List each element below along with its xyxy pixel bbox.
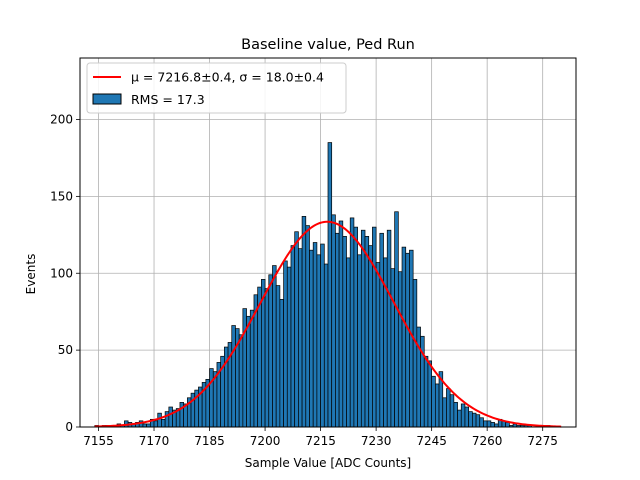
histogram-bar: [264, 288, 270, 428]
histogram-bar: [238, 334, 244, 428]
histogram-bar: [434, 383, 440, 428]
histogram-bar: [446, 388, 451, 428]
histogram-bar: [338, 220, 344, 428]
histogram-bar: [164, 411, 170, 428]
histogram-bar: [486, 420, 492, 428]
histogram-bar: [375, 262, 381, 428]
histogram-bar: [294, 231, 299, 428]
histogram-bar: [209, 368, 214, 428]
x-tick-label: 7260: [472, 434, 503, 448]
histogram-bar: [346, 257, 351, 428]
histogram-bar: [316, 254, 321, 428]
histogram-bar: [401, 246, 407, 428]
histogram-bar: [153, 420, 159, 428]
histogram-bar: [460, 403, 466, 428]
histogram-bar: [283, 260, 288, 428]
histogram-bar: [327, 142, 333, 428]
histogram-bar: [364, 236, 370, 428]
histogram-bar: [246, 315, 251, 428]
histogram-bar: [353, 226, 358, 428]
y-tick-label: 0: [65, 420, 73, 434]
histogram-bar: [349, 217, 355, 428]
legend-box: [86, 62, 347, 114]
histogram-bar: [368, 245, 373, 428]
histogram-bar: [305, 225, 310, 428]
histogram-bar: [357, 254, 362, 428]
histogram-bar: [390, 268, 395, 428]
histogram-bar: [431, 375, 436, 428]
y-tick-label: 200: [50, 113, 73, 127]
histogram-bar: [442, 397, 447, 428]
x-tick-label: 7215: [305, 434, 336, 448]
histogram-bar: [157, 412, 162, 428]
histogram-bar: [301, 216, 307, 428]
x-axis-label: Sample Value [ADC Counts]: [245, 456, 411, 470]
histogram-bar: [331, 214, 336, 428]
histogram-bar: [323, 263, 329, 428]
gaussian-fit-curve: [94, 220, 562, 428]
histogram-bar: [468, 411, 473, 428]
histogram-bar: [490, 422, 495, 428]
histogram-bar: [268, 274, 273, 428]
histogram-bar: [386, 229, 392, 428]
histogram-bar: [286, 266, 292, 428]
histogram-bar: [372, 226, 377, 428]
histogram-bar: [360, 229, 366, 428]
y-tick-label: 150: [50, 189, 73, 203]
histogram-bar: [475, 414, 481, 428]
histogram-bar: [320, 243, 325, 428]
legend-hist-label: RMS = 17.3: [131, 92, 205, 107]
y-axis-ticks: 0 50 100 150 200: [50, 113, 80, 434]
histogram-bar: [416, 326, 421, 428]
histogram-bar: [427, 360, 432, 428]
x-tick-label: 7170: [139, 434, 170, 448]
histogram-bar: [335, 232, 340, 428]
histogram-bar: [279, 299, 284, 428]
histogram-bar: [298, 248, 303, 428]
histogram-bar: [457, 409, 462, 428]
histogram-bar: [472, 412, 477, 428]
x-tick-label: 7230: [361, 434, 392, 448]
histogram-bar: [483, 420, 488, 428]
legend: μ = 7216.8±0.4, σ = 18.0±0.4 RMS = 17.3: [86, 62, 347, 114]
chart-title: Baseline value, Ped Run: [241, 37, 415, 53]
histogram-bar: [249, 309, 255, 428]
histogram-bar: [342, 236, 347, 428]
plot-frame: [79, 57, 577, 428]
x-tick-label: 7275: [527, 434, 558, 448]
histogram-bar: [412, 279, 418, 428]
y-tick-label: 100: [50, 266, 73, 280]
histogram-bar: [168, 406, 173, 428]
histogram-bar: [231, 325, 236, 428]
x-tick-label: 7155: [83, 434, 114, 448]
histogram-bar: [161, 418, 166, 428]
y-axis-label: Events: [24, 254, 38, 295]
histogram-bar: [449, 394, 455, 428]
histogram-bar: [464, 406, 470, 428]
histogram-bar: [312, 242, 318, 428]
legend-fit-label: μ = 7216.8±0.4, σ = 18.0±0.4: [131, 70, 324, 85]
histogram-bar: [394, 211, 399, 428]
histogram-bar: [405, 252, 410, 428]
histogram-bar: [505, 422, 510, 428]
legend-hist-swatch: [92, 93, 122, 105]
y-tick-label: 50: [58, 343, 73, 357]
histogram-bar: [272, 265, 277, 428]
histogram-bar: [309, 249, 314, 428]
x-tick-label: 7245: [416, 434, 447, 448]
histogram-bar: [453, 402, 458, 428]
histogram-bar: [275, 285, 281, 428]
histogram-bar: [290, 245, 296, 428]
histogram-bar: [397, 271, 403, 428]
x-tick-label: 7200: [250, 434, 281, 448]
histogram-bar: [379, 232, 384, 428]
x-axis-ticks: 7155 7170 7185 7200 7215 7230 7245 7260 7275: [83, 427, 558, 448]
histogram-bar: [242, 308, 247, 428]
histogram-bar: [479, 417, 484, 428]
x-tick-label: 7185: [194, 434, 225, 448]
histogram-bar: [423, 355, 429, 428]
